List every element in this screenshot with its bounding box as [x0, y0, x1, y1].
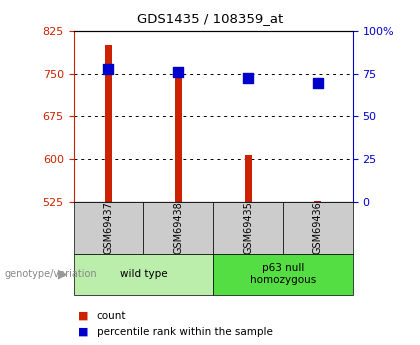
Text: percentile rank within the sample: percentile rank within the sample — [97, 327, 273, 337]
Point — [245, 75, 252, 81]
Bar — [175, 67, 182, 202]
Point — [105, 67, 112, 72]
Bar — [74, 202, 143, 254]
Text: GSM69438: GSM69438 — [173, 201, 183, 254]
Bar — [213, 202, 283, 254]
Bar — [74, 254, 213, 295]
Bar — [283, 202, 353, 254]
Text: GSM69435: GSM69435 — [243, 201, 253, 254]
Text: genotype/variation: genotype/variation — [4, 269, 97, 279]
Text: GSM69436: GSM69436 — [313, 201, 323, 254]
Point — [315, 80, 321, 86]
Text: ■: ■ — [78, 327, 88, 337]
Text: ■: ■ — [78, 311, 88, 321]
Bar — [244, 155, 252, 202]
Text: GSM69437: GSM69437 — [103, 201, 113, 254]
Bar — [315, 201, 321, 202]
Text: count: count — [97, 311, 126, 321]
Text: GDS1435 / 108359_at: GDS1435 / 108359_at — [137, 12, 283, 25]
Point — [175, 69, 181, 75]
Bar — [213, 254, 353, 295]
Text: ▶: ▶ — [58, 268, 68, 281]
Text: p63 null
homozygous: p63 null homozygous — [250, 264, 316, 285]
Bar — [143, 202, 213, 254]
Bar — [105, 45, 112, 202]
Text: wild type: wild type — [120, 269, 167, 279]
